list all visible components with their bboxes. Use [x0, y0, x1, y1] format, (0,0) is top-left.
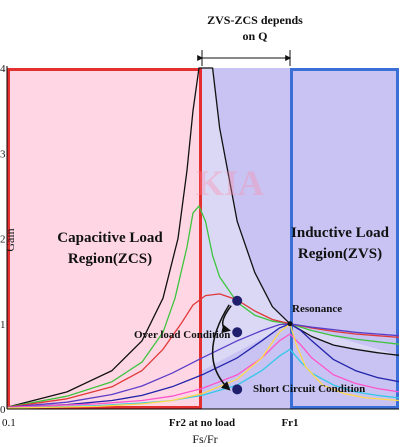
series-line-5	[6, 333, 400, 408]
watermark: KIA	[196, 163, 264, 203]
axes: 0 1 2 3 4 0.1 Fr2 at no load Fr1 Fs/Fr Gain	[0, 63, 399, 446]
top-annotation-line2: on Q	[242, 29, 267, 43]
inductive-region-label: Inductive Load Region(ZVS)	[291, 225, 390, 262]
region-fill	[7, 68, 202, 409]
y-tick-label: 3	[0, 148, 6, 160]
series-line-2	[6, 293, 400, 408]
over-load-arrow	[221, 305, 232, 334]
markers-layer	[211, 295, 293, 395]
x-tick-label: Fr2 at no load	[169, 417, 235, 429]
series-line-7	[6, 323, 400, 409]
x-axis-label: Fs/Fr	[192, 432, 217, 446]
regions-layer	[7, 68, 399, 409]
y-tick-label: 2	[0, 234, 6, 246]
condition-marker	[232, 384, 243, 395]
x-tick-label: Fr1	[281, 417, 298, 429]
capacitive-region-label: Capacitive Load Region(ZCS)	[57, 230, 163, 267]
zvs-zcs-shade	[202, 68, 399, 371]
condition-marker	[232, 295, 243, 306]
over-load-label: Over load Condition	[134, 329, 230, 341]
series-line-1	[6, 205, 400, 408]
zvs-zcs-shade-area	[202, 68, 399, 371]
short-circuit-arrow	[211, 304, 231, 391]
inductive-region-label-line2: Region(ZVS)	[298, 246, 382, 262]
top-annotation-line1: ZVS-ZCS depends	[207, 13, 303, 27]
capacitive-region-label-line1: Capacitive Load	[57, 230, 163, 246]
y-tick-label: 1	[0, 319, 6, 331]
labels-layer: ZVS-ZCS depends on Q KIA Capacitive Load Reg…	[57, 13, 389, 395]
x-tick-label: 0.1	[2, 417, 16, 429]
top-annotation: ZVS-ZCS depends on Q	[207, 13, 303, 43]
region-fill	[290, 68, 399, 409]
y-tick-label: 0	[0, 404, 6, 416]
series-line-0	[6, 67, 400, 408]
region-border	[7, 68, 202, 409]
series-layer	[6, 67, 400, 409]
series-line-3	[6, 323, 400, 408]
y-tick-label: 4	[0, 63, 6, 75]
y-axis-label: Gain	[3, 228, 17, 251]
inductive-region-label-line1: Inductive Load	[291, 225, 390, 241]
condition-marker	[232, 327, 243, 338]
resonance-label: Resonance	[292, 303, 342, 315]
short-circuit-label: Short Circuit Condition	[253, 383, 365, 395]
resonance-point	[287, 321, 293, 327]
series-line-4	[6, 323, 400, 408]
region-border	[290, 68, 399, 409]
capacitive-region-label-line2: Region(ZCS)	[68, 251, 152, 267]
